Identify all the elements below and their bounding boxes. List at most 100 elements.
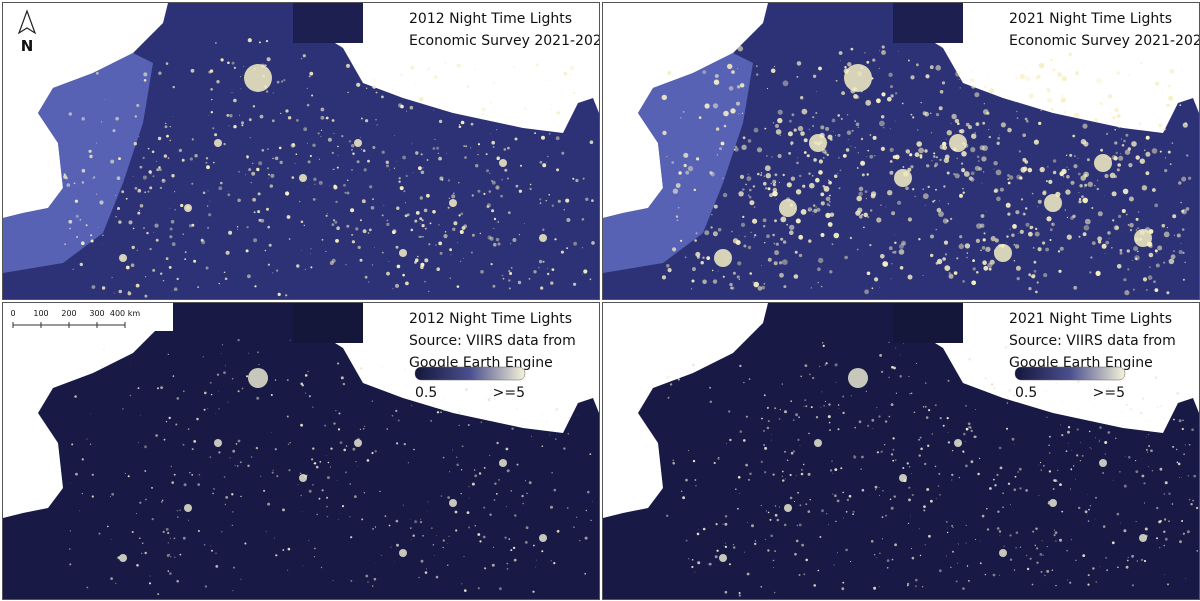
light-dot [1037,206,1039,208]
light-dot [875,489,877,491]
light-dot [938,569,942,573]
light-dot [764,165,771,172]
light-dot [1011,233,1015,237]
light-dot [557,364,559,366]
light-dot [1024,213,1026,216]
light-dot [751,524,754,528]
light-dot [820,233,825,237]
light-dot [829,429,831,431]
light-dot [884,420,888,423]
city-glow [1139,534,1147,542]
light-dot [1111,541,1115,545]
light-dot [1099,426,1102,429]
light-dot [473,469,476,471]
light-dot [835,135,836,137]
city-glow [954,439,962,447]
light-dot [870,191,877,197]
light-dot [1180,69,1183,71]
light-dot [426,193,430,198]
light-dot [98,226,99,228]
light-dot [879,120,885,127]
light-dot [321,238,324,241]
light-dot [969,426,972,429]
light-dot [333,422,336,425]
light-dot [772,559,775,562]
light-dot [1083,171,1089,178]
light-dot [972,267,976,271]
light-dot [1095,390,1097,392]
light-dot [860,468,862,470]
light-dot [942,218,949,224]
light-dot [993,478,995,481]
light-dot [944,154,950,160]
light-dot [675,215,679,218]
panel-text: Source: VIIRS data from [409,333,576,349]
light-dot [1173,250,1175,252]
light-dot [68,112,73,116]
light-dot [775,129,782,135]
light-dot [385,160,389,164]
light-dot [845,510,848,513]
light-dot [320,107,325,112]
light-dot [183,483,187,487]
light-dot [1104,441,1108,444]
light-dot [264,249,267,252]
light-dot [805,405,808,408]
light-dot [760,460,763,463]
light-dot [205,161,208,164]
light-dot [854,147,856,149]
light-dot [470,122,474,126]
light-dot [557,199,561,203]
light-dot [1096,77,1102,84]
light-dot [1147,275,1153,280]
light-dot [477,189,481,193]
light-dot [691,565,694,569]
light-dot [433,109,435,111]
light-dot [326,505,328,508]
light-dot [950,566,952,568]
light-dot [1081,455,1084,457]
light-dot [227,401,229,403]
light-dot [774,65,776,68]
light-dot [955,71,961,77]
light-dot [986,528,990,531]
light-dot [410,228,414,232]
light-dot [935,228,937,231]
light-dot [91,285,96,289]
light-dot [1123,484,1127,488]
light-dot [853,94,858,99]
light-dot [1182,251,1185,254]
light-dot [173,537,176,540]
light-dot [331,258,336,263]
light-dot [183,390,185,393]
light-dot [945,520,948,523]
light-dot [779,134,781,136]
light-dot [704,103,710,109]
light-dot [1006,235,1009,238]
light-dot [777,109,783,115]
light-dot [1038,62,1045,69]
light-dot [852,510,855,513]
light-dot [820,285,823,288]
light-dot [704,230,710,236]
light-dot [737,68,738,69]
light-dot [1144,149,1146,151]
light-dot [998,530,1002,533]
light-dot [737,85,741,89]
light-dot [1128,196,1134,202]
light-dot [1006,427,1008,430]
light-dot [337,362,340,365]
light-dot [152,175,154,177]
light-dot [229,114,233,118]
light-dot [134,115,137,118]
light-dot [479,232,481,235]
light-dot [1128,74,1130,76]
light-dot [680,117,682,119]
light-dot [1155,81,1160,86]
light-dot [332,168,334,170]
light-dot [1081,195,1084,199]
light-dot [866,271,871,276]
light-dot [312,484,314,486]
light-dot [763,283,766,285]
light-dot [255,446,259,450]
